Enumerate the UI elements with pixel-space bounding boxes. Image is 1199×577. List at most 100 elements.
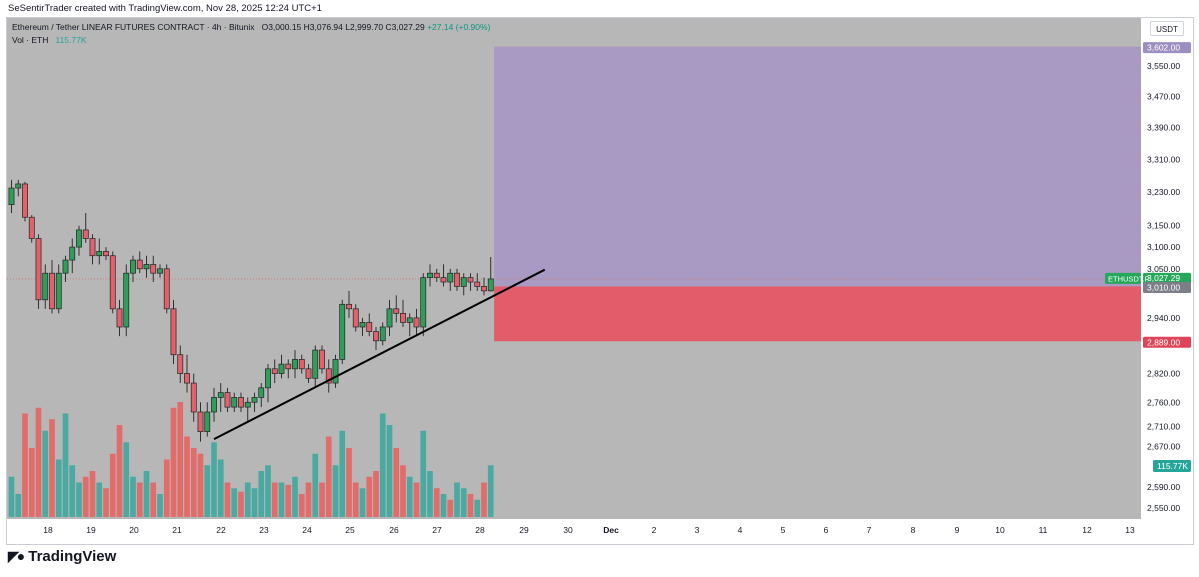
candle-body[interactable] (55, 272, 62, 310)
candle-body[interactable] (130, 259, 136, 274)
candle-body[interactable] (116, 308, 123, 328)
candle-body[interactable] (15, 183, 22, 189)
price-axis-label: 3,310.00 (1147, 155, 1180, 165)
volume-bar (339, 430, 346, 517)
volume-bar (359, 488, 366, 517)
target-zone[interactable] (494, 46, 1141, 287)
candle-body[interactable] (96, 251, 103, 257)
volume-bar (413, 482, 420, 517)
candle-body[interactable] (224, 392, 231, 408)
candle-body[interactable] (332, 359, 339, 384)
candle-body[interactable] (136, 259, 143, 270)
volume-bar (251, 488, 258, 517)
volume-bar (28, 448, 35, 517)
time-axis-label: 27 (432, 525, 442, 535)
candle-body[interactable] (42, 272, 49, 301)
candle-body[interactable] (427, 272, 433, 278)
candle-body[interactable] (400, 312, 406, 323)
candle-body[interactable] (379, 326, 386, 342)
candle-body[interactable] (339, 303, 346, 360)
candle-body[interactable] (8, 187, 15, 206)
candle-body[interactable] (82, 229, 89, 239)
currency-button[interactable]: USDT (1150, 21, 1184, 36)
chart-frame[interactable]: 2,550.00 2,590.00 2,670.00 2,710.00 2,760.00… (6, 17, 1194, 545)
candle-body[interactable] (150, 264, 157, 274)
candle-body[interactable] (413, 317, 420, 328)
candle-body[interactable] (211, 397, 217, 413)
candle-body[interactable] (481, 286, 487, 292)
candle-body[interactable] (420, 277, 427, 328)
candle-body[interactable] (22, 183, 28, 218)
candle-body[interactable] (373, 331, 379, 342)
trend-line[interactable] (213, 268, 546, 440)
candle-body[interactable] (487, 278, 494, 292)
candle-body[interactable] (251, 397, 258, 403)
target-price-badge (1143, 42, 1191, 54)
candle-body[interactable] (359, 322, 366, 328)
volume-badge-text: 115.77K (1157, 461, 1188, 471)
volume-bar (204, 465, 211, 517)
candle-body[interactable] (352, 308, 359, 328)
volume-bar (211, 442, 217, 517)
candle-body[interactable] (190, 382, 197, 413)
candle-body[interactable] (278, 363, 285, 374)
candle-body[interactable] (346, 303, 352, 310)
candle-body[interactable] (258, 387, 265, 398)
ohlc-close: C3,027.29 (385, 22, 425, 32)
candle-body[interactable] (386, 308, 393, 328)
candle-body[interactable] (366, 322, 373, 332)
candle-body[interactable] (467, 277, 474, 283)
candle-body[interactable] (109, 255, 116, 310)
candle-body[interactable] (298, 359, 305, 370)
time-axis-label: 20 (129, 525, 139, 535)
candle-body[interactable] (231, 397, 238, 408)
candle-body[interactable] (76, 229, 82, 248)
candle-body[interactable] (123, 272, 130, 328)
candle-body[interactable] (143, 264, 150, 270)
candle-body[interactable] (319, 349, 325, 370)
candle-body[interactable] (157, 268, 163, 274)
candle-body[interactable] (170, 308, 177, 356)
candle-body[interactable] (49, 272, 55, 310)
candle-body[interactable] (265, 368, 271, 389)
candle-body[interactable] (62, 259, 69, 274)
candle-body[interactable] (217, 392, 224, 398)
time-axis-label: 8 (911, 525, 916, 535)
candle-body[interactable] (163, 268, 170, 310)
candle-body[interactable] (406, 317, 413, 323)
candle-body[interactable] (177, 354, 184, 374)
candle-body[interactable] (433, 272, 440, 278)
candle-body[interactable] (197, 411, 204, 432)
candle-body[interactable] (312, 349, 319, 379)
volume-bar (89, 471, 96, 517)
candle-body[interactable] (35, 238, 42, 301)
candle-body[interactable] (292, 359, 298, 370)
candle-body[interactable] (325, 368, 332, 384)
candle-body[interactable] (447, 272, 454, 283)
candle-body[interactable] (460, 277, 467, 287)
price-axis-label: 2,820.00 (1147, 369, 1180, 379)
candle-body[interactable] (204, 411, 211, 432)
volume-bar (22, 413, 28, 517)
time-axis-panel[interactable] (7, 519, 1141, 545)
price-chart[interactable]: 2,550.00 2,590.00 2,670.00 2,710.00 2,760.00… (7, 18, 1194, 545)
candle-body[interactable] (305, 368, 312, 379)
candle-body[interactable] (440, 277, 447, 283)
volume-bar (123, 442, 130, 517)
candle-body[interactable] (454, 272, 460, 287)
symbol-name[interactable]: Ethereum / Tether LINEAR FUTURES CONTRAC… (12, 22, 255, 32)
candle-body[interactable] (69, 246, 76, 261)
volume-bar (467, 494, 474, 517)
candle-body[interactable] (271, 368, 278, 374)
candle-body[interactable] (28, 216, 35, 239)
candle-body[interactable] (393, 308, 400, 314)
stop-loss-zone[interactable] (494, 286, 1141, 342)
candle-body[interactable] (89, 238, 96, 257)
candle-body[interactable] (238, 397, 244, 408)
candle-body[interactable] (244, 401, 251, 408)
candle-body[interactable] (474, 281, 481, 287)
candle-body[interactable] (285, 363, 292, 370)
candle-body[interactable] (103, 251, 109, 257)
candle-body[interactable] (184, 373, 190, 384)
volume-label[interactable]: Vol · ETH (12, 35, 49, 45)
